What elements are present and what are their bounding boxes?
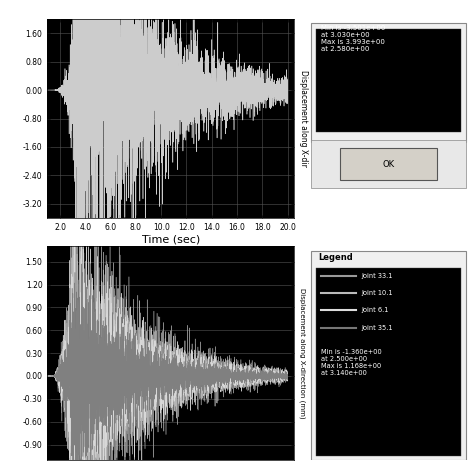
Text: Joint 33.1: Joint 33.1 [361,273,392,279]
Bar [311,140,466,188]
Text: Min is -3.501e+00
at 3.030e+00
Max is 3.993e+00
at 2.580e+00: Min is -3.501e+00 at 3.030e+00 Max is 3.… [321,25,385,52]
Text: Joint 35.1: Joint 35.1 [361,325,393,330]
Text: Min is -1.360e+00
at 2.500e+00
Max is 1.168e+00
at 3.140e+00: Min is -1.360e+00 at 2.500e+00 Max is 1.… [321,349,382,376]
Text: (a): (a) [162,246,179,259]
Text: Joint 6.1: Joint 6.1 [361,308,389,313]
Bar [311,23,466,142]
Bar [316,268,461,456]
Text: Displacement along X-dir: Displacement along X-dir [299,70,308,167]
Text: Legend: Legend [318,253,353,262]
Text: OK: OK [383,160,395,169]
Bar [340,148,437,180]
Text: Time (sec): Time (sec) [142,234,200,244]
Text: Displacement along X-direction (mm): Displacement along X-direction (mm) [299,288,305,419]
Bar [316,29,461,132]
Text: Joint 10.1: Joint 10.1 [361,291,393,296]
